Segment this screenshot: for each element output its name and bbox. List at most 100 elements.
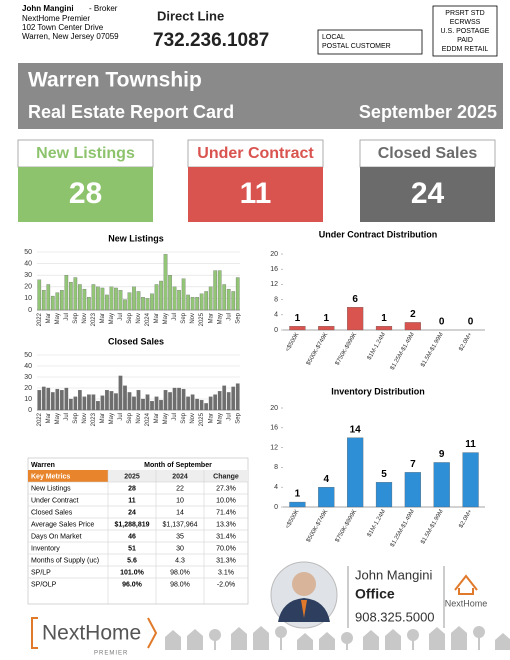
x-tick-label: Nov xyxy=(190,413,196,424)
card-header xyxy=(17,139,154,168)
table-cell: Closed Sales xyxy=(31,509,73,516)
x-tick-label: 2023 xyxy=(91,412,97,426)
table-cell: 3.1% xyxy=(218,569,234,576)
table-cell: 70.0% xyxy=(216,545,236,552)
x-tick-label: Mar xyxy=(208,413,214,423)
table-cell: $1,288,819 xyxy=(114,521,149,528)
x-tick-label: $750K-$999K xyxy=(335,509,359,544)
x-tick-label: $750K-$999K xyxy=(335,332,359,367)
table-cell: 51 xyxy=(128,545,136,552)
table-cell: Months of Supply (uc) xyxy=(31,557,99,564)
card-value: 28 xyxy=(69,177,102,210)
y-tick-label: 8 xyxy=(274,464,278,471)
bar xyxy=(109,286,114,311)
x-tick-label: Mar xyxy=(46,313,52,323)
table-place: Warren xyxy=(31,462,55,469)
x-tick-label: <$500K xyxy=(285,332,301,353)
bar xyxy=(55,388,60,411)
x-tick-label: 2024 xyxy=(145,412,151,426)
tree-trunk xyxy=(280,637,282,650)
bar xyxy=(105,294,109,311)
y-tick-label: 40 xyxy=(24,363,32,370)
bar xyxy=(136,390,141,411)
bar xyxy=(172,286,177,311)
y-tick-label: 10 xyxy=(24,295,32,302)
x-tick-label: 2025 xyxy=(199,312,205,326)
x-tick-label: Jul xyxy=(118,313,124,321)
bar xyxy=(433,462,450,508)
bar xyxy=(375,326,393,331)
bar xyxy=(50,392,55,411)
bar xyxy=(87,394,91,411)
bar xyxy=(318,487,335,508)
y-tick-label: 0 xyxy=(28,307,32,314)
card-value: 11 xyxy=(240,177,272,210)
x-tick-label: Jul xyxy=(118,413,124,421)
skyline xyxy=(165,626,510,650)
x-tick-label: Nov xyxy=(190,313,196,324)
y-tick-label: 20 xyxy=(24,284,32,291)
x-tick-label: Sep xyxy=(235,412,241,423)
table-cell: 4.3 xyxy=(175,557,185,564)
data-label: 5 xyxy=(381,469,387,480)
table-cell: 30 xyxy=(176,545,184,552)
bar xyxy=(132,286,136,311)
bar xyxy=(73,396,78,411)
y-tick-label: 16 xyxy=(270,266,278,273)
x-tick-label: May xyxy=(163,313,169,324)
x-tick-label: $500K-$749K xyxy=(306,332,330,367)
x-tick-label: Jul xyxy=(64,313,70,321)
bar xyxy=(231,291,236,311)
x-tick-label: $1M-1.24M xyxy=(367,332,387,361)
bar xyxy=(199,293,204,311)
table-cell: 5.6 xyxy=(127,557,137,564)
table-header-bg xyxy=(28,470,108,482)
x-tick-label: May xyxy=(217,313,223,324)
postage-lines: PRSRT STD ECRWSS U.S. POSTAGE PAID EDDM RETA… xyxy=(441,10,490,53)
house xyxy=(165,630,181,650)
bar xyxy=(127,392,132,411)
chart-title: Inventory Distribution xyxy=(331,386,425,396)
postage-box xyxy=(432,5,498,57)
house xyxy=(297,633,313,650)
x-tick-label: $1M-1.24M xyxy=(367,509,387,538)
x-tick-label: Jul xyxy=(172,413,178,421)
x-tick-label: May xyxy=(55,313,61,324)
bar xyxy=(68,282,73,311)
postage-line: ECRWSS xyxy=(450,19,481,26)
bar xyxy=(109,391,114,411)
x-tick-label: 2022 xyxy=(37,412,43,426)
bar xyxy=(41,386,46,411)
bar xyxy=(96,401,100,411)
postal-box xyxy=(317,29,423,55)
bar xyxy=(213,270,218,311)
y-tick-label: 10 xyxy=(24,396,32,403)
bar xyxy=(132,396,136,411)
x-tick-label: Mar xyxy=(208,313,214,323)
logo-bracket xyxy=(147,617,158,649)
house xyxy=(385,629,401,650)
x-tick-label: Nov xyxy=(136,313,142,324)
x-tick-label: Sep xyxy=(73,412,79,423)
bar xyxy=(82,396,87,411)
x-tick-label: $2.0M+ xyxy=(458,508,474,529)
y-tick-label: 20 xyxy=(24,385,32,392)
x-tick-label: Sep xyxy=(235,312,241,323)
card-body xyxy=(360,167,495,222)
x-tick-label: Sep xyxy=(127,412,133,423)
x-tick-label: Jul xyxy=(226,413,232,421)
bar xyxy=(78,284,82,311)
x-tick-label: May xyxy=(109,413,115,424)
bar xyxy=(159,399,163,411)
x-tick-label: Mar xyxy=(100,413,106,423)
bar xyxy=(37,390,42,411)
table-column-header: Change xyxy=(213,473,239,480)
bar xyxy=(150,401,154,411)
bar xyxy=(190,394,195,411)
table-cell: 98.0% xyxy=(170,581,190,588)
data-label: 1 xyxy=(381,313,387,324)
x-tick-label: 2022 xyxy=(37,312,43,326)
agent-brand: NextHome xyxy=(445,598,488,608)
footer-brand: NextHome xyxy=(42,622,141,645)
x-tick-label: $500K-$749K xyxy=(306,509,330,544)
